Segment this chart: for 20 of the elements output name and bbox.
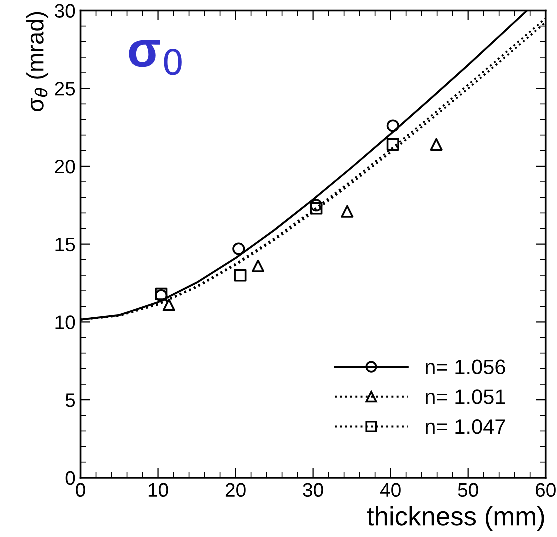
y-tick-label: 0: [66, 471, 76, 486]
y-tick-label: 10: [56, 316, 76, 330]
x-tick-label: 0: [76, 483, 86, 498]
y-axis-title: σ$_{θ}$ (mrad): [26, 12, 49, 112]
legend-label: n= 1.047: [426, 419, 506, 434]
y-tick-label: 30: [55, 4, 76, 18]
annotation: σ$_{0}$: [129, 40, 182, 76]
x-tick-label: 60: [536, 483, 556, 498]
legend-label: n= 1.056: [426, 360, 506, 375]
legend-label: n= 1.051: [426, 390, 506, 404]
x-tick-label: 50: [458, 483, 478, 498]
y-tick-label: 20: [55, 160, 76, 174]
x-tick-label: 20: [226, 483, 246, 498]
y-tick-label: 5: [66, 394, 76, 408]
x-tick-label: 40: [380, 483, 401, 498]
x-tick-label: 10: [148, 483, 168, 498]
y-tick-label: 25: [55, 82, 76, 96]
x-tick-label: 30: [303, 483, 324, 498]
x-axis-title: thickness (mm): [367, 506, 544, 532]
y-tick-label: 15: [56, 238, 76, 252]
